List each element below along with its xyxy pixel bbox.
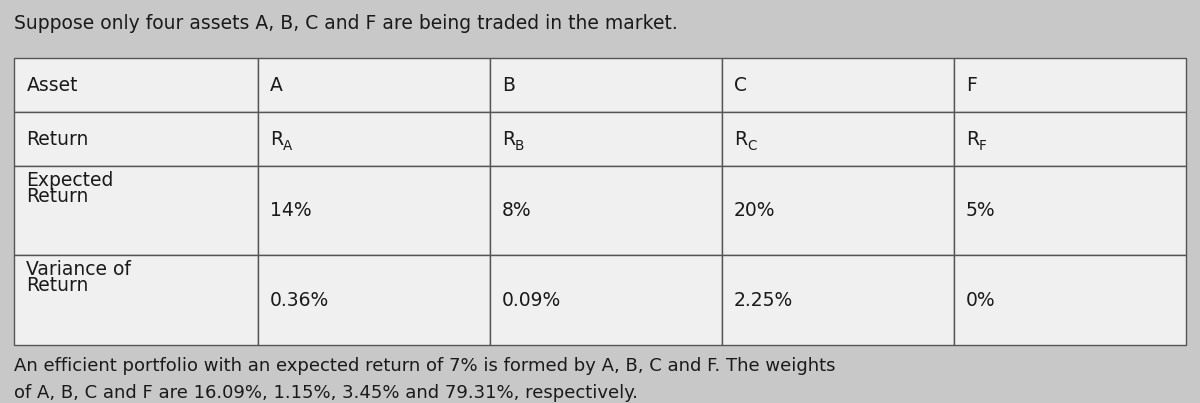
Bar bbox=[490, 166, 721, 256]
Text: C: C bbox=[733, 76, 746, 95]
Text: R: R bbox=[502, 130, 515, 149]
Text: Variance of: Variance of bbox=[26, 260, 131, 279]
Bar bbox=[258, 166, 490, 256]
Text: R: R bbox=[270, 130, 283, 149]
Text: 0%: 0% bbox=[966, 291, 995, 310]
Text: 2.25%: 2.25% bbox=[733, 291, 793, 310]
Text: B: B bbox=[515, 139, 524, 153]
Bar bbox=[954, 166, 1186, 256]
Bar bbox=[14, 166, 258, 256]
Text: Asset: Asset bbox=[26, 76, 78, 95]
Text: 14%: 14% bbox=[270, 202, 312, 220]
Text: Expected: Expected bbox=[26, 171, 114, 190]
Bar bbox=[954, 112, 1186, 166]
Text: 0.09%: 0.09% bbox=[502, 291, 562, 310]
Bar bbox=[490, 58, 721, 112]
Bar bbox=[721, 58, 954, 112]
Bar bbox=[258, 112, 490, 166]
Text: F: F bbox=[966, 76, 977, 95]
Text: 0.36%: 0.36% bbox=[270, 291, 329, 310]
Text: Return: Return bbox=[26, 187, 89, 206]
Bar bbox=[490, 256, 721, 345]
Text: 8%: 8% bbox=[502, 202, 532, 220]
Text: 5%: 5% bbox=[966, 202, 995, 220]
Bar bbox=[954, 58, 1186, 112]
Bar bbox=[14, 256, 258, 345]
Bar bbox=[721, 256, 954, 345]
Bar bbox=[14, 58, 258, 112]
Text: A: A bbox=[270, 76, 283, 95]
Text: Return: Return bbox=[26, 130, 89, 149]
Text: C: C bbox=[746, 139, 756, 153]
Bar bbox=[258, 256, 490, 345]
Text: Suppose only four assets A, B, C and F are being traded in the market.: Suppose only four assets A, B, C and F a… bbox=[14, 14, 678, 33]
Text: F: F bbox=[979, 139, 986, 153]
Bar bbox=[258, 58, 490, 112]
Bar bbox=[490, 112, 721, 166]
Bar bbox=[954, 256, 1186, 345]
Text: of A, B, C and F are 16.09%, 1.15%, 3.45% and 79.31%, respectively.: of A, B, C and F are 16.09%, 1.15%, 3.45… bbox=[14, 384, 638, 402]
Bar bbox=[14, 112, 258, 166]
Text: R: R bbox=[966, 130, 979, 149]
Text: Return: Return bbox=[26, 276, 89, 295]
Text: A: A bbox=[283, 139, 293, 153]
Bar bbox=[721, 166, 954, 256]
Text: An efficient portfolio with an expected return of 7% is formed by A, B, C and F.: An efficient portfolio with an expected … bbox=[14, 357, 836, 375]
Text: B: B bbox=[502, 76, 515, 95]
Text: R: R bbox=[733, 130, 746, 149]
Text: 20%: 20% bbox=[733, 202, 775, 220]
Bar bbox=[721, 112, 954, 166]
